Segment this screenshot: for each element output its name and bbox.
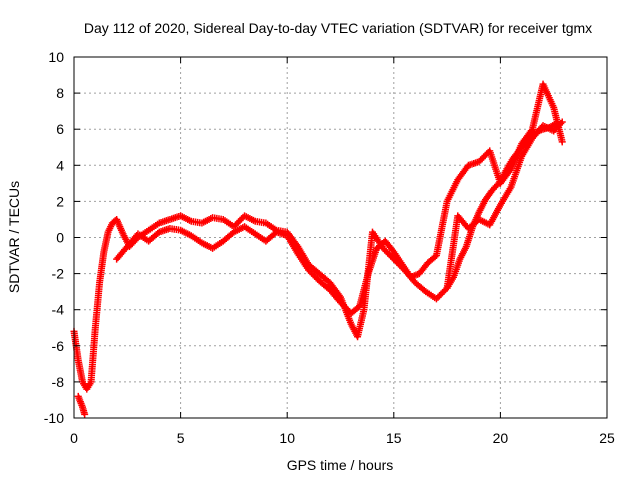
chart-title: Day 112 of 2020, Sidereal Day-to-day VTE… (84, 20, 592, 36)
y-tick-labels: -10 -8 -6 -4 -2 0 2 4 6 8 10 (44, 49, 64, 426)
data-point (558, 138, 566, 146)
ticks (73, 56, 608, 419)
series-layer (70, 80, 566, 418)
x-tick-label: 20 (493, 430, 509, 446)
x-tick-label: 15 (386, 430, 402, 446)
x-axis-label: GPS time / hours (287, 457, 394, 473)
series-track-d (74, 392, 89, 418)
grid (74, 57, 607, 418)
data-point (81, 410, 89, 418)
y-tick-label: 2 (56, 193, 64, 209)
x-tick-label: 10 (279, 430, 295, 446)
y-tick-label: -6 (52, 338, 65, 354)
y-tick-label: -2 (52, 266, 65, 282)
y-tick-label: 4 (56, 157, 64, 173)
x-tick-labels: 0 5 10 15 20 25 (70, 430, 615, 446)
y-tick-label: 8 (56, 85, 64, 101)
series-track-c (443, 120, 560, 292)
x-tick-label: 5 (177, 430, 185, 446)
x-tick-label: 0 (70, 430, 78, 446)
y-tick-label: -8 (52, 374, 65, 390)
data-point (552, 120, 560, 128)
x-tick-label: 25 (599, 430, 615, 446)
y-tick-label: 0 (56, 230, 64, 246)
y-tick-label: 6 (56, 121, 64, 137)
y-tick-label: -4 (52, 302, 65, 318)
y-tick-label: 10 (48, 49, 64, 65)
y-axis-label: SDTVAR / TECUs (6, 181, 22, 293)
series-track-b (113, 80, 566, 317)
y-tick-label: -10 (44, 410, 64, 426)
